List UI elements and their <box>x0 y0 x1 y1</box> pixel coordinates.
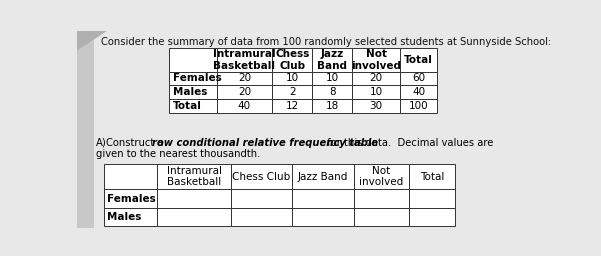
Bar <box>400 71 437 86</box>
Bar <box>231 164 292 189</box>
Bar <box>157 189 231 208</box>
Text: 30: 30 <box>370 101 383 111</box>
Text: 40: 40 <box>412 87 425 97</box>
Bar <box>157 164 231 189</box>
Bar <box>313 48 352 71</box>
Text: Consider the summary of data from 100 randomly selected students at Sunnyside Sc: Consider the summary of data from 100 ra… <box>101 37 552 47</box>
Bar <box>157 208 231 226</box>
Text: 20: 20 <box>238 73 251 83</box>
Text: 60: 60 <box>412 73 425 83</box>
Bar <box>352 48 400 71</box>
Bar <box>272 48 313 71</box>
Bar <box>217 99 272 113</box>
Text: Total: Total <box>404 55 433 65</box>
Text: Not
involved: Not involved <box>359 166 404 187</box>
Bar <box>313 71 352 86</box>
Text: Intramural
Basketball: Intramural Basketball <box>213 49 276 71</box>
Bar <box>354 164 409 189</box>
Text: Intramural
Basketball: Intramural Basketball <box>166 166 222 187</box>
Text: Females: Females <box>108 194 156 204</box>
Bar <box>313 99 352 113</box>
Bar <box>352 71 400 86</box>
Text: 18: 18 <box>326 101 339 111</box>
Text: 12: 12 <box>285 101 299 111</box>
Polygon shape <box>77 31 108 51</box>
Bar <box>292 208 354 226</box>
Bar <box>354 208 409 226</box>
Text: Construct a: Construct a <box>106 138 166 148</box>
Text: Jazz
Band: Jazz Band <box>317 49 347 71</box>
Text: 2: 2 <box>289 87 296 97</box>
Text: 20: 20 <box>238 87 251 97</box>
Bar <box>217 71 272 86</box>
Text: 10: 10 <box>326 73 339 83</box>
Text: 10: 10 <box>370 87 383 97</box>
Bar <box>400 99 437 113</box>
Text: Chess
Club: Chess Club <box>275 49 310 71</box>
Bar <box>409 189 456 208</box>
Text: A): A) <box>96 138 106 148</box>
Bar <box>400 86 437 99</box>
Bar <box>409 164 456 189</box>
Bar <box>231 189 292 208</box>
Text: Chess Club: Chess Club <box>233 172 290 182</box>
Text: Females: Females <box>173 73 222 83</box>
Bar <box>231 208 292 226</box>
Bar <box>352 99 400 113</box>
Bar <box>169 86 217 99</box>
Bar <box>217 48 272 71</box>
Bar <box>400 48 437 71</box>
Bar <box>352 86 400 99</box>
Text: Not
involved: Not involved <box>351 49 401 71</box>
Bar <box>103 189 157 208</box>
Text: given to the nearest thousandth.: given to the nearest thousandth. <box>96 148 260 158</box>
Text: 10: 10 <box>285 73 299 83</box>
Bar <box>169 71 217 86</box>
Bar <box>169 99 217 113</box>
Bar <box>272 71 313 86</box>
Bar <box>292 164 354 189</box>
Text: 40: 40 <box>238 101 251 111</box>
Bar <box>169 48 217 71</box>
Bar <box>103 164 157 189</box>
Bar <box>272 86 313 99</box>
Text: 100: 100 <box>409 101 429 111</box>
Bar <box>77 31 94 228</box>
Text: Males: Males <box>108 212 142 222</box>
Text: 8: 8 <box>329 87 335 97</box>
Text: for this data.  Decimal values are: for this data. Decimal values are <box>324 138 493 148</box>
Bar <box>292 189 354 208</box>
Text: Total: Total <box>173 101 202 111</box>
Bar <box>103 208 157 226</box>
Bar <box>313 86 352 99</box>
Text: Total: Total <box>420 172 445 182</box>
Text: Males: Males <box>173 87 207 97</box>
Bar <box>354 189 409 208</box>
Text: row conditional relative frequency table: row conditional relative frequency table <box>152 138 378 148</box>
Text: Jazz Band: Jazz Band <box>298 172 348 182</box>
Bar <box>217 86 272 99</box>
Text: 20: 20 <box>370 73 383 83</box>
Bar <box>409 208 456 226</box>
Bar <box>272 99 313 113</box>
